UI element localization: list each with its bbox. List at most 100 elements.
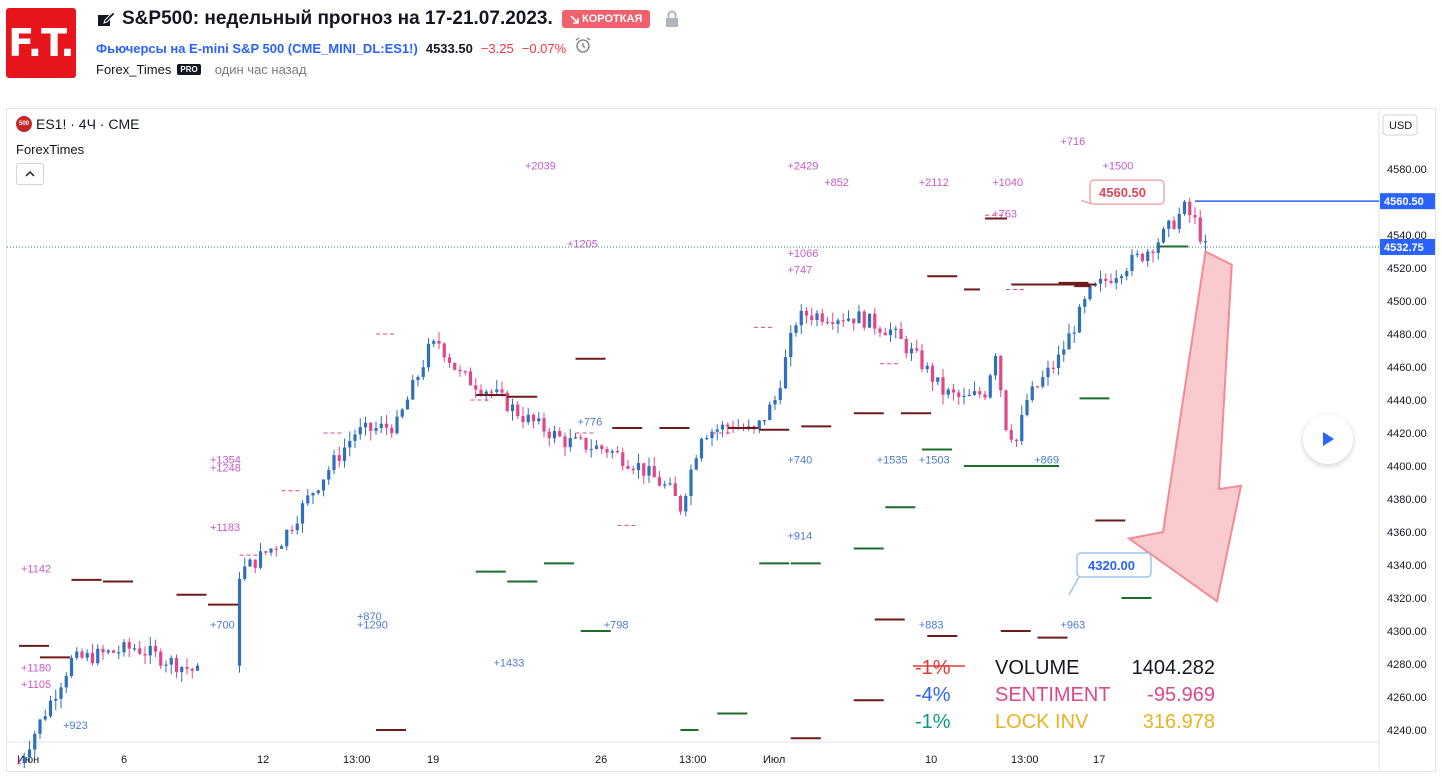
candle-body xyxy=(285,529,289,547)
candle-body xyxy=(479,389,483,395)
candle-body xyxy=(1025,399,1029,416)
volume-label: +1142 xyxy=(21,563,51,575)
volume-label: +870 xyxy=(357,611,382,623)
candle-body xyxy=(621,452,625,466)
short-forecast-arrow[interactable] xyxy=(1126,249,1243,604)
volume-label: +1290 xyxy=(357,619,388,631)
play-replay-button[interactable] xyxy=(1303,414,1353,464)
candle-body xyxy=(789,332,793,358)
candle-body xyxy=(1198,217,1202,242)
target-callout[interactable] xyxy=(1076,552,1152,578)
candle-body xyxy=(316,490,320,494)
candle-body xyxy=(332,455,336,471)
candle-body xyxy=(1140,253,1145,262)
candle-body xyxy=(715,429,719,432)
candle-body xyxy=(1114,278,1118,283)
collapse-legend-button[interactable] xyxy=(16,163,44,185)
candle-body xyxy=(321,479,326,491)
author-name[interactable]: Forex_Times xyxy=(96,62,172,77)
candle-body xyxy=(174,658,179,673)
high-callout[interactable] xyxy=(1089,179,1165,205)
candle-body xyxy=(705,438,709,440)
legend-symbol[interactable]: ES1! · 4Ч · CME xyxy=(36,116,140,132)
price-chart[interactable]: 4580.004560.004540.004520.004500.004480.… xyxy=(7,109,1435,771)
alarm-clock-icon[interactable] xyxy=(574,37,592,53)
volume-label: +1535 xyxy=(877,454,908,466)
stat-pct: -4% xyxy=(915,684,951,706)
candle-body xyxy=(59,687,63,699)
short-badge[interactable]: КОРОТКАЯ xyxy=(562,10,651,28)
candle-body xyxy=(27,749,32,757)
candle-body xyxy=(841,320,845,322)
candle-body xyxy=(631,468,635,471)
candle-body xyxy=(951,389,956,393)
symbol-link[interactable]: Фьючерсы на E-mini S&P 500 (CME_MINI_DL:… xyxy=(96,41,418,56)
candle-body xyxy=(1041,377,1045,387)
candle-body xyxy=(820,313,824,322)
candle-body xyxy=(474,385,478,390)
price-tick-label: 4400.00 xyxy=(1387,461,1427,473)
candle-body xyxy=(699,438,704,459)
candle-body xyxy=(626,465,630,469)
candle-body xyxy=(1077,306,1082,333)
candle-body xyxy=(673,483,677,497)
volume-label: +1066 xyxy=(788,248,819,260)
candle-body xyxy=(815,313,819,320)
candle-body xyxy=(552,431,557,439)
candle-body xyxy=(1167,220,1171,229)
volume-label: +883 xyxy=(919,619,944,631)
candle-body xyxy=(647,466,651,476)
candle-body xyxy=(584,437,588,450)
candle-body xyxy=(689,469,693,497)
candle-body xyxy=(915,348,919,351)
candle-body xyxy=(652,466,656,478)
candle-body xyxy=(411,380,415,400)
candle-body xyxy=(43,716,47,720)
candle-body xyxy=(432,340,436,344)
candle-body xyxy=(710,431,714,439)
candle-body xyxy=(794,325,798,333)
candle-body xyxy=(825,321,830,324)
candle-body xyxy=(279,546,284,549)
candle-body xyxy=(1177,213,1181,229)
time-tick-label: 10 xyxy=(925,754,937,766)
volume-label: +923 xyxy=(63,720,88,732)
price-tick-label: 4380.00 xyxy=(1387,494,1427,506)
candle-body xyxy=(757,420,761,430)
candle-body xyxy=(862,311,866,328)
volume-label: +716 xyxy=(1061,136,1086,148)
candle-body xyxy=(957,392,961,397)
candle-body xyxy=(999,355,1003,391)
indicator-stats: -1% VOLUME 1404.282 -4% SENTIMENT -95.969 -1% L… xyxy=(913,657,1215,733)
candle-body xyxy=(153,645,158,652)
candle-body xyxy=(526,414,530,423)
candle-body xyxy=(311,493,315,496)
candle-body xyxy=(1056,354,1061,369)
published-time: один час назад xyxy=(214,62,307,77)
candle-body xyxy=(904,338,908,354)
candle-body xyxy=(180,667,184,673)
candle-body xyxy=(248,559,252,567)
candle-body xyxy=(374,427,378,431)
candle-body xyxy=(542,418,546,432)
candle-body xyxy=(90,652,95,664)
author-line: Forex_Times PRO один час назад xyxy=(96,62,306,77)
currency-button[interactable] xyxy=(1382,114,1418,136)
candle-body xyxy=(489,391,494,393)
candle-body xyxy=(531,414,536,422)
candle-body xyxy=(48,700,53,717)
edit-idea-icon xyxy=(98,11,116,26)
candle-body xyxy=(852,318,856,324)
candle-body xyxy=(195,665,200,671)
chevron-up-icon xyxy=(25,171,35,177)
volume-label: +1248 xyxy=(210,463,241,475)
candle-body xyxy=(1035,386,1040,388)
candle-body xyxy=(878,328,882,333)
volume-label: +1354 xyxy=(210,454,241,466)
candle-body xyxy=(573,437,578,439)
candle-body xyxy=(1151,251,1155,254)
time-tick-label: 13:00 xyxy=(343,754,371,766)
candle-body xyxy=(894,328,898,330)
candle-body xyxy=(384,423,389,428)
chart-container[interactable]: 4580.004560.004540.004520.004500.004480.… xyxy=(6,108,1436,772)
